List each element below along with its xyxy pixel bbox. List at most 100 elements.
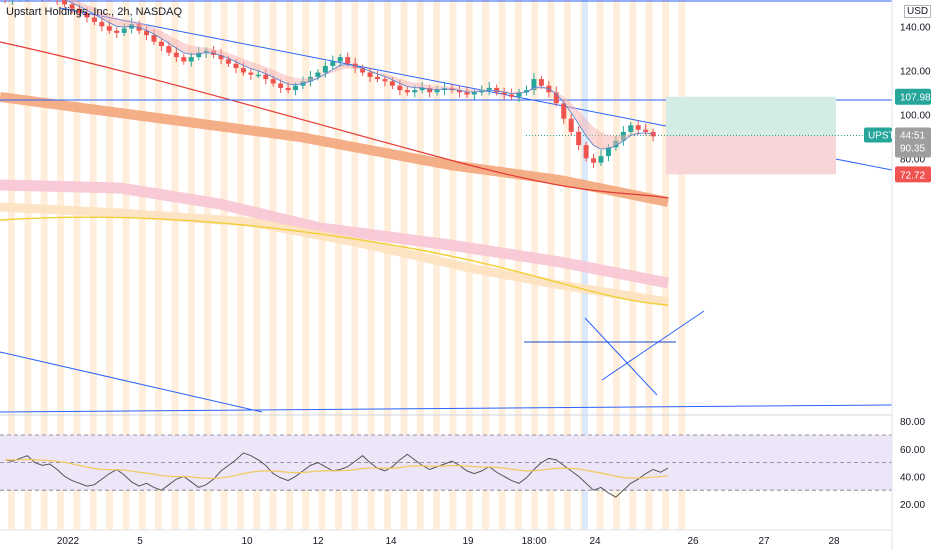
session-column [335,0,342,530]
countdown-label: 44:51 [900,131,925,142]
session-column [171,0,179,530]
candle-body [531,79,537,91]
candle-body [99,21,105,27]
time-label: 28 [828,536,840,547]
time-label: 27 [758,536,770,547]
stop-price-tag-bg [895,166,931,183]
ema-fast-line [64,0,654,150]
rsi-ma-line [4,458,669,479]
price-tick-label: 140.00 [900,22,931,33]
candle-body [553,92,559,104]
session-column [57,0,65,530]
session-column [285,0,293,530]
candle-body [278,83,284,88]
stop-price-tag: 72.72 [900,170,925,181]
time-label: 10 [241,536,253,547]
candle-body [456,90,462,93]
candle-body [486,87,492,91]
session-column [122,0,130,530]
candle-body [650,131,656,137]
candle-body [270,79,276,84]
candle-body [106,26,112,31]
session-column [187,0,195,530]
candle-body [568,118,574,132]
candle-body [315,72,321,77]
candle-body [151,35,157,42]
candle-body [69,4,75,9]
candle-body [367,72,373,77]
session-column [514,0,522,530]
ema-band-200 [0,92,669,207]
position-profit-zone [666,96,836,136]
session-column [416,0,424,530]
rsi-tick-label: 60.00 [900,445,925,456]
candle-body [635,125,641,130]
candle-body [628,125,634,132]
candle-body [173,52,179,58]
session-column [155,0,163,530]
candle-body [144,30,150,36]
session-column [482,0,490,530]
sma-50-line [0,216,669,306]
candle-body [412,90,418,93]
candle-body [337,57,343,62]
candle-body [389,81,395,86]
price-tick-label: 80.00 [900,154,925,165]
time-label: 5 [137,536,143,547]
candle-body [419,87,425,91]
session-column [531,0,539,530]
session-column [220,0,228,530]
candle-body [196,52,202,58]
session-column [8,0,15,530]
session-column [662,0,669,530]
session-column [367,0,375,530]
candle-body [62,0,68,5]
candle-body [77,8,82,14]
candle-body [248,72,254,75]
ema-ribbon-fill [65,0,654,150]
candle-body [434,90,440,93]
time-label: 14 [385,536,397,547]
trendline-lower [0,351,263,413]
session-column [106,0,114,530]
candle-body [471,92,477,95]
candle-body [330,61,336,66]
time-label: 19 [462,536,474,547]
candle-body [382,79,388,82]
candle-body [643,129,649,132]
session-column [318,0,326,530]
target-price-tag-bg [895,88,931,105]
candle-body [561,103,567,119]
candle-body [605,147,611,157]
candle-body [285,87,291,91]
candle-body [166,46,172,53]
time-label: 12 [312,536,324,547]
session-column [384,0,392,530]
session-column [253,0,261,530]
candle-body [345,57,351,64]
currency-label[interactable]: USD [904,5,932,18]
candle-body [538,79,544,86]
target-price-tag: 107.98 [900,93,931,104]
candle-body [181,57,187,62]
chart-title: Upstart Holdings, Inc., 2h, NASDAQ [6,6,183,18]
session-column [40,0,48,530]
price-tick-label: 100.00 [900,110,931,121]
trendline-rebound [601,310,705,381]
session-column [24,0,32,530]
session-column [89,0,97,530]
candle-body [360,68,366,73]
candle-body [293,85,299,91]
candle-body [501,92,507,95]
session-column [204,0,212,530]
candle-body [583,145,589,159]
sma-200-line [0,41,669,199]
candle-body [158,41,164,47]
session-column [498,0,506,530]
session-column [612,0,620,530]
session-column [629,0,637,530]
candle-body [263,74,269,80]
session-column [678,0,686,530]
